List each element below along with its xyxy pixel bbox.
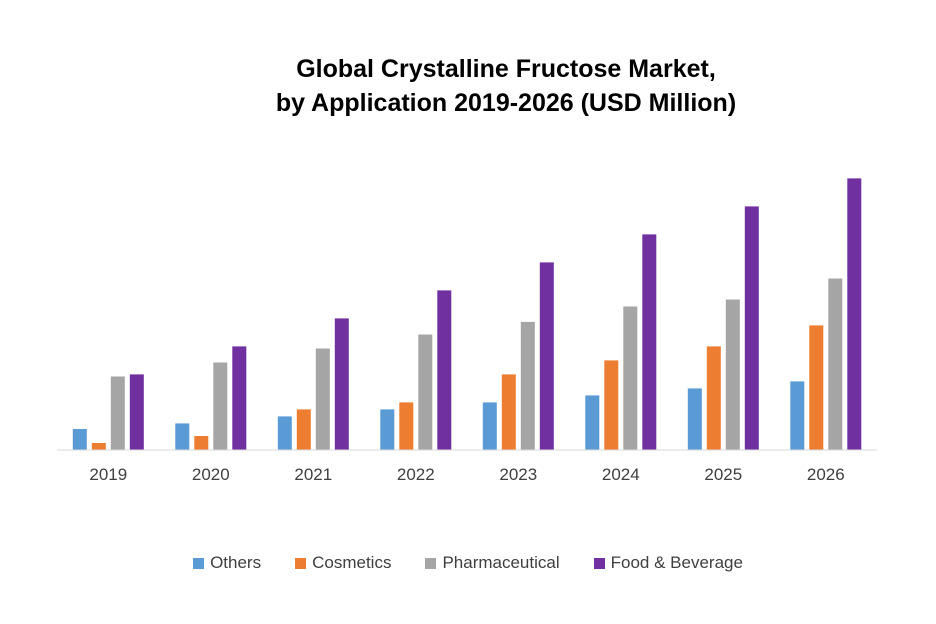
bar-pharmaceutical-2024 (623, 306, 638, 450)
bar-cosmetics-2024 (604, 360, 619, 450)
x-tick-label: 2025 (704, 465, 742, 484)
chart-title-line1: Global Crystalline Fructose Market, (296, 55, 716, 83)
legend-item-pharmaceutical: Pharmaceutical (425, 553, 560, 573)
bar-pharmaceutical-2020 (213, 362, 228, 450)
x-tick-label: 2019 (89, 465, 127, 484)
x-tick-label: 2026 (807, 465, 845, 484)
bar-food-beverage-2022 (437, 290, 452, 450)
x-tick-label: 2022 (397, 465, 435, 484)
bar-others-2022 (380, 409, 395, 450)
legend-swatch (295, 557, 307, 569)
bar-pharmaceutical-2025 (725, 299, 740, 450)
bar-pharmaceutical-2022 (418, 334, 433, 450)
chart-title-line2: by Application 2019-2026 (USD Million) (275, 89, 737, 117)
bar-food-beverage-2024 (642, 234, 657, 450)
bar-cosmetics-2026 (809, 325, 824, 450)
bar-cosmetics-2022 (399, 402, 414, 450)
x-tick-label: 2021 (294, 465, 332, 484)
legend-item-others: Others (193, 553, 261, 573)
bar-others-2026 (790, 381, 805, 450)
legend-label: Pharmaceutical (442, 553, 560, 572)
legend-swatch (425, 557, 437, 569)
bar-food-beverage-2021 (334, 318, 349, 450)
bar-others-2023 (482, 402, 497, 450)
legend-swatch (593, 557, 605, 569)
bar-others-2020 (175, 423, 190, 450)
bar-others-2019 (72, 429, 87, 450)
bar-cosmetics-2020 (194, 436, 209, 450)
bar-food-beverage-2023 (539, 262, 554, 450)
legend-swatch (193, 557, 205, 569)
bar-cosmetics-2019 (91, 443, 106, 450)
legend-label: Cosmetics (312, 553, 392, 572)
bar-pharmaceutical-2026 (828, 278, 843, 450)
bar-cosmetics-2021 (296, 409, 311, 450)
legend-label: Food & Beverage (610, 553, 743, 572)
bar-others-2021 (277, 416, 292, 450)
x-tick-label: 2023 (499, 465, 537, 484)
legend-label: Others (210, 553, 262, 572)
legend-item-food-beverage: Food & Beverage (593, 553, 743, 573)
bar-food-beverage-2025 (744, 206, 759, 450)
bar-cosmetics-2023 (501, 374, 516, 450)
bar-others-2025 (687, 388, 702, 450)
bar-food-beverage-2026 (847, 178, 862, 450)
bar-cosmetics-2025 (706, 346, 721, 450)
x-tick-label: 2020 (192, 465, 230, 484)
bar-pharmaceutical-2023 (520, 321, 535, 450)
x-tick-label: 2024 (602, 465, 640, 484)
bar-food-beverage-2019 (129, 374, 144, 450)
legend: Others Cosmetics Pharmaceutical Food & Beve… (0, 553, 936, 573)
bar-pharmaceutical-2021 (315, 348, 330, 450)
chart-title: Global Crystalline Fructose Market, by A… (0, 52, 936, 120)
legend-item-cosmetics: Cosmetics (295, 553, 391, 573)
bar-food-beverage-2020 (232, 346, 247, 450)
bar-pharmaceutical-2019 (110, 376, 125, 450)
bar-others-2024 (585, 395, 600, 450)
